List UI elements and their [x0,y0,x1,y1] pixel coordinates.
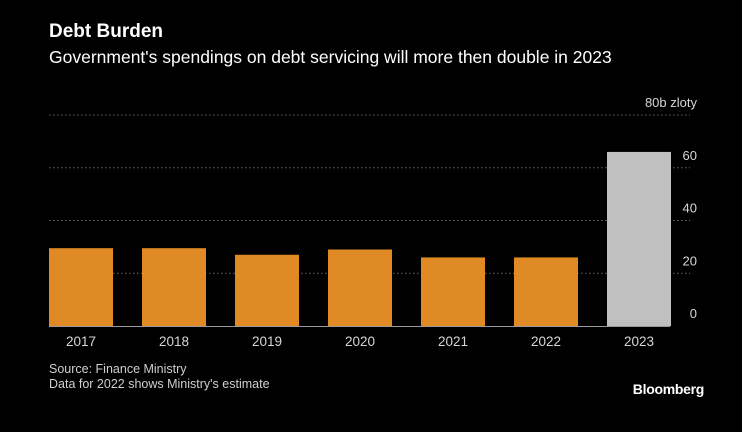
x-tick-label: 2019 [252,334,282,349]
y-tick-label: 0 [690,306,697,321]
source-note: Source: Finance Ministry [49,362,187,376]
estimate-note: Data for 2022 shows Ministry's estimate [49,377,270,391]
x-axis-ticks: 2017 2018 2019 2020 2021 2022 2023 [66,334,654,349]
x-tick-label: 2020 [345,334,375,349]
bar-2017 [49,248,113,326]
bar-2018 [142,248,206,326]
chart-subtitle: Government's spendings on debt servicing… [49,47,612,67]
bar-2022 [514,257,578,326]
y-tick-label: 60 [683,148,697,163]
bar-2021 [421,257,485,326]
chart-title: Debt Burden [49,21,163,42]
bars [49,151,671,326]
x-tick-label: 2017 [66,334,96,349]
bar-2020 [328,249,392,326]
x-tick-label: 2021 [438,334,468,349]
y-axis-ticks: 0 20 40 60 80b zloty [645,95,698,321]
y-tick-label: 40 [683,201,697,216]
x-tick-label: 2023 [624,334,654,349]
y-tick-label: 20 [683,253,697,268]
bar-2023 [607,151,671,326]
y-tick-label: 80b zloty [645,95,698,110]
x-tick-label: 2018 [159,334,189,349]
bar-2019 [235,254,299,326]
bloomberg-logo: Bloomberg [632,381,705,397]
x-tick-label: 2022 [531,334,561,349]
